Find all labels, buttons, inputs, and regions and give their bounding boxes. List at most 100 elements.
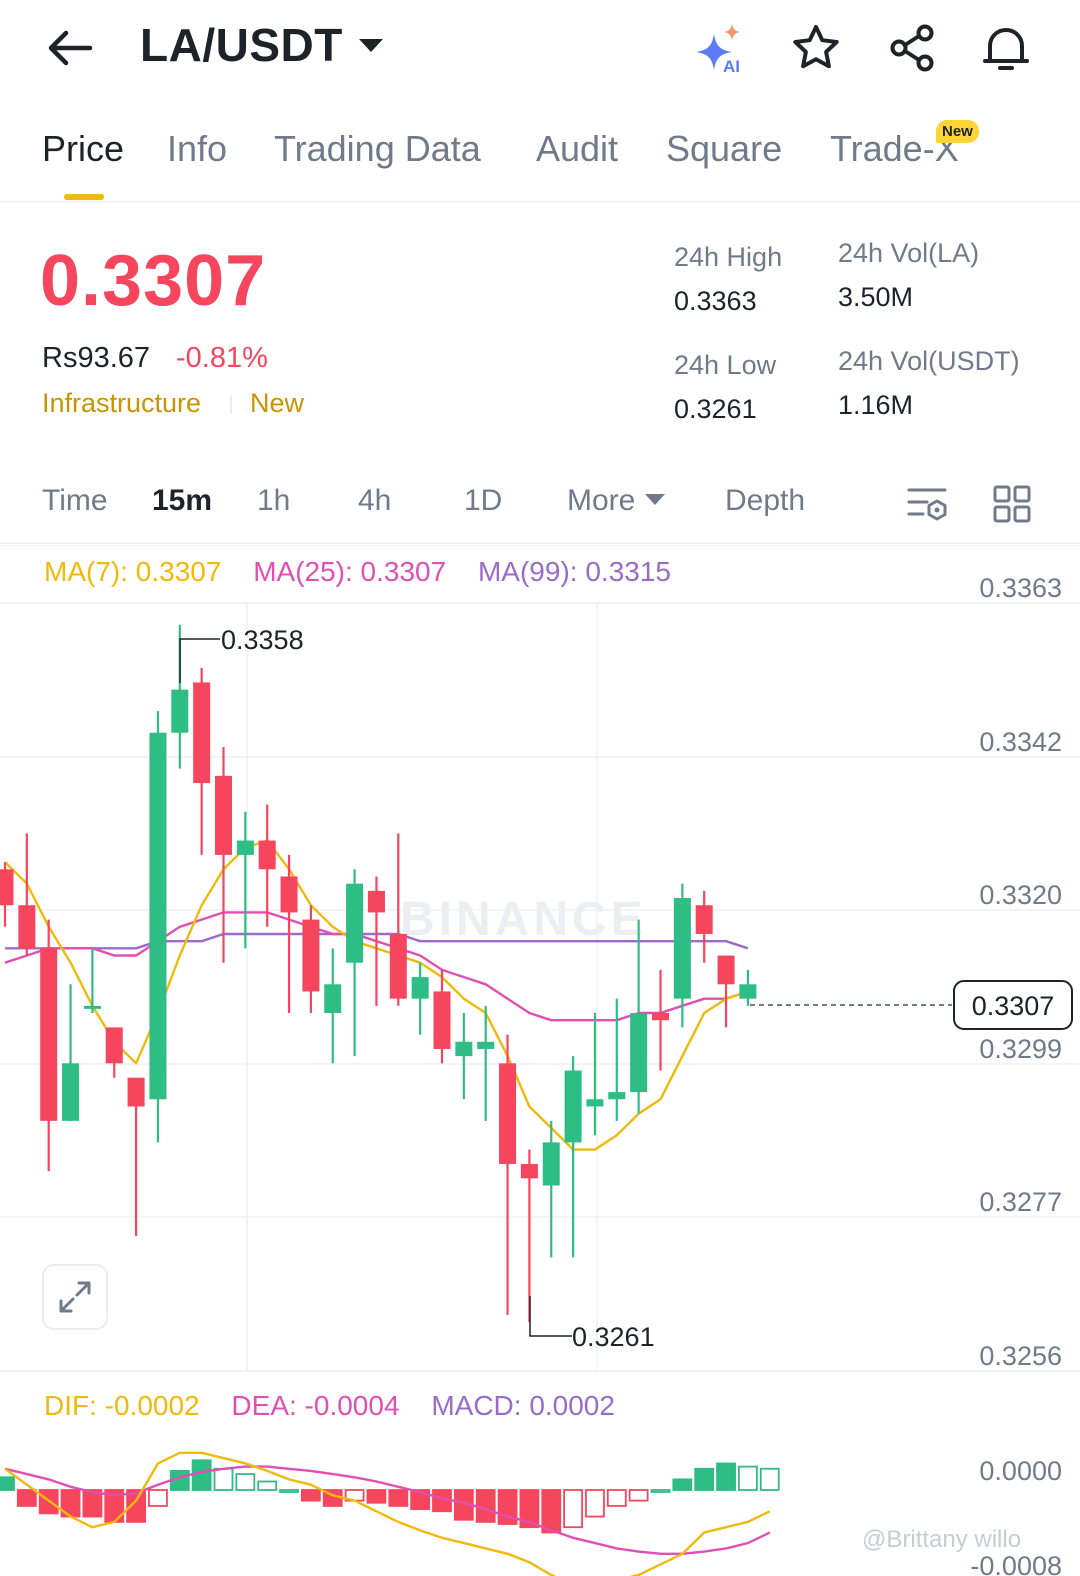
macd-axis-label: 0.0000 [979,1456,1062,1486]
interval-more-label: More [567,484,636,517]
candlestick-chart[interactable]: BINANCE 0.3363 0.3342 0.3320 0.3299 0.3277 0.… [0,545,1080,1576]
share-button[interactable] [882,20,942,76]
bell-icon [983,28,1029,70]
candle-body [40,948,58,1121]
candle-body [258,840,276,870]
alert-button[interactable] [976,20,1036,76]
interval-bar: Time 15m 1h 4h 1D More Depth [0,470,1080,544]
tag-infrastructure[interactable]: Infrastructure [42,388,202,418]
candle-body [542,1142,560,1186]
ma-legend: MA(7): 0.3307 MA(25): 0.3307 MA(99): 0.3… [44,556,695,588]
binance-watermark: BINANCE [400,893,647,946]
tab-info[interactable]: Info [167,128,228,169]
y-axis-label: 0.3320 [979,880,1062,910]
tab-audit[interactable]: Audit [536,128,619,169]
candle-body [324,984,342,1014]
macd-bar [16,1489,37,1507]
candle-body [127,1077,145,1107]
stat-high-label: 24h High [674,242,783,272]
candle-body [389,933,407,999]
macd-bar [628,1489,649,1502]
pair-selector[interactable]: LA/USDT [140,18,383,72]
interval-15m[interactable]: 15m [152,484,213,517]
price-change-percent: -0.81% [176,342,268,374]
section-tabs: Price Info Trading Data Audit Square Tra… [0,110,1080,202]
tag-new[interactable]: New [250,388,305,418]
favorite-button[interactable] [786,20,846,76]
macd-bar [191,1459,212,1491]
low-marker-label: 0.3261 [572,1322,655,1352]
macd-axis-label: -0.0008 [970,1551,1062,1576]
stat-vol-base-value: 3.50M [838,282,914,312]
ai-button[interactable]: AI [692,20,752,76]
tab-trading-data[interactable]: Trading Data [274,128,481,169]
macd-bar [126,1489,146,1523]
interval-time[interactable]: Time [42,484,108,517]
back-button[interactable] [40,22,100,74]
candle-body [739,984,757,999]
macd-bar [716,1462,736,1491]
macd-bar [410,1489,431,1511]
high-marker-line [179,638,220,683]
macd-value-legend: MACD: 0.0002 [431,1390,615,1421]
layout-grid-button[interactable] [988,480,1036,528]
macd-bar [563,1489,583,1529]
grid-icon [993,485,1031,523]
active-tab-indicator [64,194,104,200]
candle-body [520,1163,538,1179]
y-axis-label: 0.3299 [979,1034,1062,1064]
interval-1d[interactable]: 1D [464,484,503,517]
tab-square[interactable]: Square [666,128,783,169]
candle-body [673,898,691,999]
candle-body [193,682,211,784]
indicator-settings-button[interactable] [904,480,952,528]
macd-bar [738,1465,758,1491]
ai-sparkle-icon: AI [696,24,740,76]
tab-price[interactable]: Price [42,128,125,169]
macd-bar [213,1467,234,1491]
macd-bar [388,1489,409,1507]
low-marker-line [529,1296,572,1337]
new-badge: New [936,120,979,143]
candle-body [0,869,14,906]
current-price-label: 0.3307 [972,991,1055,1021]
depth-tab[interactable]: Depth [725,484,806,517]
candle-body [608,1092,626,1100]
macd-bar [759,1467,780,1491]
candle-body [236,840,254,855]
macd-bar [585,1489,605,1518]
macd-bar [0,1476,15,1491]
candle-body [18,905,36,949]
macd-bar [257,1480,278,1491]
candle-body [105,1027,123,1064]
candle-body [477,1041,495,1049]
ma7-legend: MA(7): 0.3307 [44,556,222,587]
fiat-price: Rs93.67 [42,342,151,374]
stat-vol-base-label: 24h Vol(LA) [838,238,980,268]
candle-body [215,775,232,855]
candle-body [83,1005,101,1009]
stat-vol-quote-label: 24h Vol(USDT) [838,346,1020,376]
stat-high-value: 0.3363 [674,286,757,316]
macd-bar [541,1489,562,1534]
macd-bar [519,1489,540,1529]
fullscreen-button[interactable] [42,1264,108,1330]
candle-body [411,977,429,999]
indicator-settings-icon [907,488,947,521]
macd-bar [606,1489,627,1507]
y-axis-label: 0.3256 [979,1341,1062,1371]
expand-icon [59,1281,91,1313]
macd-bar [475,1489,496,1523]
candle-body [302,919,320,992]
interval-more[interactable]: More [567,484,666,518]
interval-4h[interactable]: 4h [358,484,392,517]
candle-body [717,955,735,985]
candle-body [455,1041,473,1057]
candle-body [280,876,298,913]
share-icon [890,24,934,72]
interval-1h[interactable]: 1h [257,484,291,517]
candle-body [630,1013,648,1093]
back-arrow-icon [48,30,93,66]
macd-bar [650,1489,671,1493]
stat-low-value: 0.3261 [674,394,757,424]
